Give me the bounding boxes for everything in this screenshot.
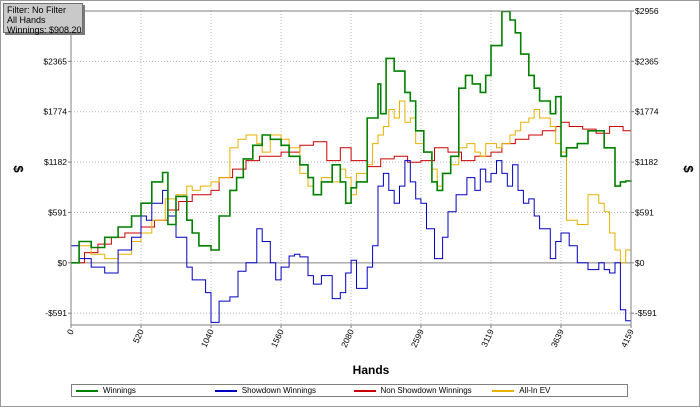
y-tick-label-right: -$591 xyxy=(635,308,657,318)
y-tick-label-left: $0 xyxy=(58,258,68,268)
y-tick-label-right: $1774 xyxy=(635,107,659,117)
y-axis-left: -$591$0$591$1182$1774$2365$2956 xyxy=(43,6,71,318)
x-tick-label: 3639 xyxy=(549,327,566,349)
y-axis-right: -$591 $0 $591 $1182 $1774 $2365 $2956 xyxy=(631,6,659,318)
x-tick-label: 4159 xyxy=(619,327,636,349)
y-axis-label-right: $ xyxy=(681,165,696,173)
x-tick-label: 2599 xyxy=(409,327,426,349)
y-tick-label-right: $0 xyxy=(635,258,645,268)
hands-filter-text: All Hands xyxy=(7,15,46,25)
y-tick-label-left: -$591 xyxy=(45,308,67,318)
x-tick-label: 3119 xyxy=(479,327,496,348)
legend: Winnings Showdown Winnings Non Showdown Wi… xyxy=(71,384,628,397)
legend-item: All-In EV xyxy=(488,385,627,396)
legend-swatch xyxy=(214,389,237,392)
legend-swatch xyxy=(492,389,515,392)
x-tick-label: 1560 xyxy=(269,327,286,349)
x-tick-label: 520 xyxy=(131,327,146,344)
series-line-all-in-ev xyxy=(71,100,632,264)
legend-swatch xyxy=(353,389,376,392)
filter-text: Filter: No Filter xyxy=(7,5,67,15)
x-axis-label: Hands xyxy=(353,363,390,377)
y-tick-label-left: $1182 xyxy=(44,157,67,167)
legend-item: Showdown Winnings xyxy=(211,385,350,396)
y-tick-label-left: $591 xyxy=(48,207,67,217)
filter-info-box: Filter: No Filter All Hands Winnings: $9… xyxy=(3,3,83,35)
legend-item: Winnings xyxy=(72,385,211,396)
x-tick-label: 1040 xyxy=(199,327,216,349)
legend-item: Non Showdown Winnings xyxy=(350,385,489,396)
y-tick-label-left: $1774 xyxy=(43,107,67,117)
legend-label: Winnings xyxy=(103,385,136,395)
x-axis: 0 520 1040 1560 2080 2599 3119 3639 4159 xyxy=(65,325,636,349)
legend-label: All-In EV xyxy=(519,385,551,395)
y-tick-label-right: $2365 xyxy=(635,56,659,66)
y-tick-label-right: $591 xyxy=(635,207,654,217)
x-tick-label: 0 xyxy=(65,327,76,336)
x-tick-label: 2080 xyxy=(339,327,356,349)
y-axis-label-left: $ xyxy=(11,165,26,173)
y-tick-label-right: $1182 xyxy=(635,157,658,167)
legend-swatch xyxy=(76,389,98,392)
series-line-showdown-winnings xyxy=(71,160,631,323)
series-lines xyxy=(71,10,632,323)
grid-lines xyxy=(71,10,631,325)
legend-label: Non Showdown Winnings xyxy=(380,385,472,395)
y-tick-label-left: $2365 xyxy=(43,56,67,66)
y-tick-label-right: $2956 xyxy=(635,6,659,16)
winnings-total-text: Winnings: $908.20 xyxy=(7,25,82,35)
series-line-winnings xyxy=(71,10,632,264)
legend-label: Showdown Winnings xyxy=(241,385,317,395)
